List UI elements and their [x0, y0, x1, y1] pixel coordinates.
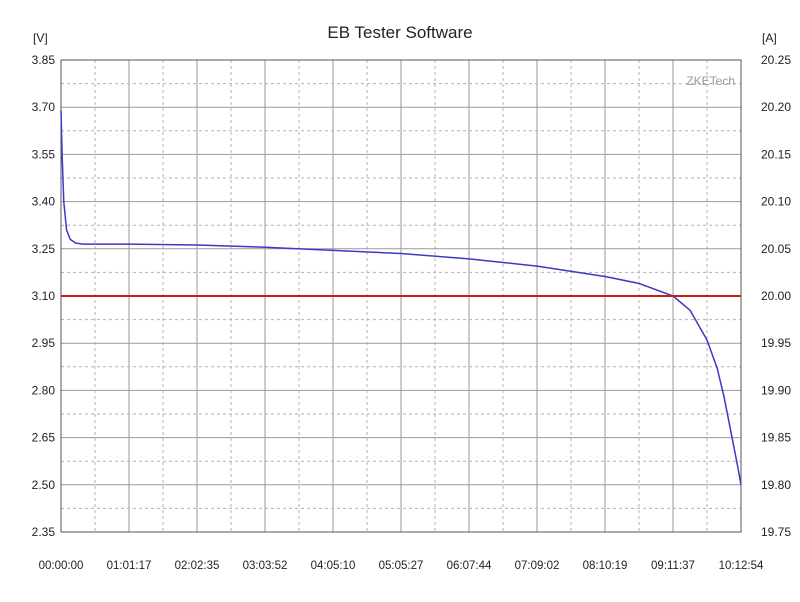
y-left-tick-label: 3.40	[32, 195, 56, 209]
x-tick-label: 10:12:54	[719, 560, 764, 572]
y-left-tick-label: 3.55	[32, 147, 56, 161]
x-tick-label: 04:05:10	[311, 560, 356, 572]
x-tick-label: 02:02:35	[175, 560, 220, 572]
y-left-unit-label: [V]	[33, 31, 48, 45]
y-left-tick-label: 3.85	[32, 53, 56, 67]
y-left-tick-label: 2.35	[32, 525, 56, 539]
y-right-tick-label: 19.75	[761, 525, 791, 539]
x-tick-label: 09:11:37	[651, 560, 695, 572]
x-tick-label: 00:00:00	[39, 560, 84, 572]
y-right-tick-label: 19.85	[761, 431, 791, 445]
y-left-tick-label: 2.95	[32, 336, 56, 350]
y-right-tick-label: 19.95	[761, 336, 791, 350]
chart-title: EB Tester Software	[327, 23, 472, 42]
x-tick-label: 03:03:52	[243, 560, 288, 572]
y-left-tick-label: 2.80	[32, 383, 56, 397]
y-right-tick-label: 20.00	[761, 289, 791, 303]
y-right-tick-label: 20.10	[761, 195, 791, 209]
series-layer	[60, 110, 742, 485]
y-right-tick-label: 20.20	[761, 100, 791, 114]
y-left-tick-label: 3.10	[32, 289, 56, 303]
y-left-tick-label: 2.65	[32, 431, 56, 445]
x-tick-labels: 00:00:00 01:01:17 02:02:35 03:03:52 04:05:10…	[39, 560, 764, 572]
x-tick-label: 08:10:19	[583, 560, 628, 572]
x-tick-label: 05:05:27	[379, 560, 424, 572]
y-right-tick-label: 19.80	[761, 478, 791, 492]
y-right-tick-label: 19.90	[761, 383, 791, 397]
y-left-tick-labels: 3.85 3.70 3.55 3.40 3.25 3.10 2.95 2.80 2.65 2.50…	[32, 53, 56, 539]
x-tick-label: 07:09:02	[515, 560, 560, 572]
y-right-tick-labels: 20.25 20.20 20.15 20.10 20.05 20.00 19.95 19.90…	[761, 53, 791, 539]
y-left-tick-label: 2.50	[32, 478, 56, 492]
y-left-tick-label: 3.70	[32, 100, 56, 114]
y-right-unit-label: [A]	[762, 31, 777, 45]
x-tick-label: 06:07:44	[447, 560, 492, 572]
x-tick-label: 01:01:17	[107, 560, 152, 572]
y-right-tick-label: 20.25	[761, 53, 791, 67]
y-left-tick-label: 3.25	[32, 242, 56, 256]
watermark-label: ZKETech	[686, 74, 735, 88]
y-right-tick-label: 20.15	[761, 147, 791, 161]
voltage-series-line	[60, 110, 742, 485]
y-right-tick-label: 20.05	[761, 242, 791, 256]
